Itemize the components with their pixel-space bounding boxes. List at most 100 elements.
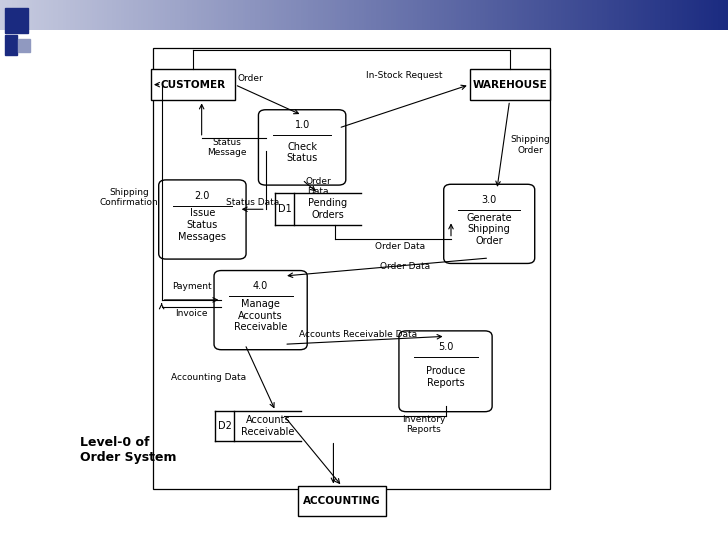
Bar xyxy=(670,0,672,30)
Bar xyxy=(386,0,388,30)
Text: ACCOUNTING: ACCOUNTING xyxy=(304,496,381,506)
Bar xyxy=(657,0,660,30)
Bar xyxy=(111,0,114,30)
Bar xyxy=(182,0,184,30)
Bar xyxy=(388,0,391,30)
Bar xyxy=(7,0,9,30)
Bar xyxy=(405,0,408,30)
Text: Order Data: Order Data xyxy=(376,242,425,251)
Bar xyxy=(160,0,162,30)
Bar xyxy=(148,0,151,30)
Bar xyxy=(325,0,328,30)
Bar xyxy=(723,0,726,30)
Bar xyxy=(308,0,311,30)
Bar xyxy=(539,0,541,30)
Bar xyxy=(313,0,315,30)
Text: Shipping
Order: Shipping Order xyxy=(510,135,550,155)
Bar xyxy=(104,0,107,30)
Bar xyxy=(5,35,17,55)
Bar xyxy=(668,0,670,30)
Text: Inventory
Reports: Inventory Reports xyxy=(402,414,446,434)
Bar xyxy=(500,0,502,30)
Bar xyxy=(675,0,677,30)
Bar xyxy=(721,0,723,30)
Bar xyxy=(216,0,218,30)
Bar xyxy=(226,0,228,30)
Text: Generate
Shipping
Order: Generate Shipping Order xyxy=(467,213,512,246)
Bar xyxy=(337,0,340,30)
Bar xyxy=(206,0,209,30)
Text: Pending
Orders: Pending Orders xyxy=(308,198,347,220)
Bar xyxy=(27,0,29,30)
Bar xyxy=(272,0,274,30)
Bar xyxy=(592,0,595,30)
Bar xyxy=(355,0,357,30)
Bar xyxy=(58,0,60,30)
Bar xyxy=(612,0,614,30)
Bar xyxy=(133,0,136,30)
Bar xyxy=(126,0,129,30)
Bar xyxy=(716,0,719,30)
Text: Produce
Reports: Produce Reports xyxy=(426,366,465,388)
Text: 4.0: 4.0 xyxy=(253,281,268,291)
Bar xyxy=(320,0,323,30)
Bar xyxy=(662,0,665,30)
Bar xyxy=(318,0,320,30)
Bar xyxy=(167,0,170,30)
Bar xyxy=(51,0,53,30)
FancyBboxPatch shape xyxy=(399,331,492,412)
Bar xyxy=(495,0,497,30)
Bar xyxy=(267,0,269,30)
Bar xyxy=(29,0,31,30)
Text: Status
Message: Status Message xyxy=(207,138,246,157)
Bar xyxy=(643,0,646,30)
Bar xyxy=(304,0,306,30)
Bar xyxy=(187,0,189,30)
Bar xyxy=(619,0,621,30)
Text: Payment: Payment xyxy=(172,282,211,291)
Bar xyxy=(364,0,366,30)
Text: In-Stock Request: In-Stock Request xyxy=(365,72,443,80)
Bar xyxy=(63,0,66,30)
Bar xyxy=(109,0,111,30)
Bar xyxy=(75,0,78,30)
Bar xyxy=(15,0,17,30)
Bar xyxy=(459,0,461,30)
Bar xyxy=(264,0,267,30)
Bar xyxy=(395,0,398,30)
Bar xyxy=(466,0,468,30)
Bar xyxy=(165,0,167,30)
Bar xyxy=(561,0,563,30)
Bar xyxy=(420,0,422,30)
FancyBboxPatch shape xyxy=(214,271,307,350)
Bar xyxy=(497,0,500,30)
Text: WAREHOUSE: WAREHOUSE xyxy=(472,80,547,90)
Bar xyxy=(590,0,592,30)
Bar xyxy=(427,0,430,30)
Bar xyxy=(456,0,459,30)
Bar xyxy=(585,0,587,30)
Bar xyxy=(582,0,585,30)
Bar xyxy=(480,0,483,30)
Bar xyxy=(31,0,34,30)
Bar xyxy=(488,0,490,30)
Bar xyxy=(151,0,153,30)
Bar xyxy=(376,0,379,30)
Bar xyxy=(175,0,177,30)
Bar xyxy=(180,0,182,30)
Bar xyxy=(682,0,684,30)
Text: Issue
Status
Messages: Issue Status Messages xyxy=(178,209,226,241)
Bar xyxy=(39,0,41,30)
Bar xyxy=(223,0,226,30)
Bar xyxy=(646,0,648,30)
Bar xyxy=(95,0,97,30)
Bar xyxy=(505,0,507,30)
Bar xyxy=(609,0,612,30)
Bar xyxy=(424,0,427,30)
Bar xyxy=(5,8,28,33)
FancyBboxPatch shape xyxy=(258,110,346,185)
Bar xyxy=(153,48,550,489)
Bar xyxy=(638,0,641,30)
Bar xyxy=(73,0,75,30)
Bar xyxy=(87,0,90,30)
